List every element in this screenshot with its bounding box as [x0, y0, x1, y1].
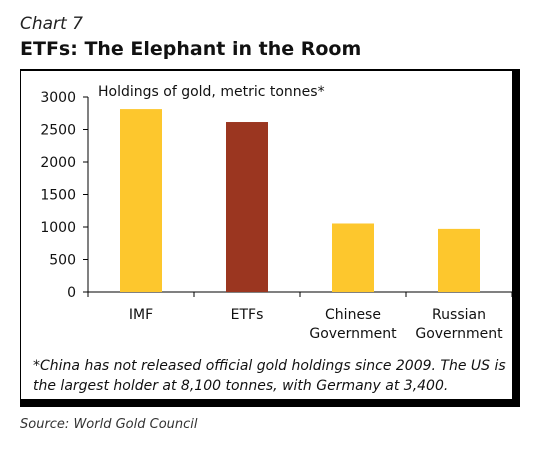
- category-label: Government: [309, 326, 397, 342]
- chart-title: ETFs: The Elephant in the Room: [20, 38, 362, 60]
- category-label: Government: [415, 326, 503, 342]
- y-tick-label: 3000: [40, 90, 76, 106]
- category-labels: IMF ETFs Chinese Government Russian Governmen…: [87, 292, 513, 342]
- y-axis-ticks: 0 500 1000 1500 2000 2500 3000: [40, 90, 88, 301]
- category-label: Russian: [432, 307, 486, 323]
- y-axis-unit-label: Holdings of gold, metric tonnes*: [98, 84, 325, 100]
- footnote: *China has not released official gold ho…: [33, 358, 506, 394]
- category-label: IMF: [129, 307, 153, 323]
- y-tick-label: 500: [49, 253, 76, 269]
- y-tick-label: 2500: [40, 123, 76, 139]
- bar: [120, 109, 162, 292]
- y-tick-label: 0: [67, 285, 76, 301]
- bar: [332, 223, 374, 292]
- source-note: Source: World Gold Council: [20, 417, 198, 432]
- y-tick-label: 2000: [40, 155, 76, 171]
- category-label: Chinese: [325, 307, 381, 323]
- y-tick-label: 1000: [40, 220, 76, 236]
- bar: [226, 122, 268, 293]
- bar: [438, 228, 480, 292]
- chart-number: Chart 7: [20, 14, 83, 34]
- bars: [120, 109, 480, 293]
- category-label: ETFs: [231, 307, 264, 323]
- chart-frame: [20, 69, 520, 407]
- y-tick-label: 1500: [40, 188, 76, 204]
